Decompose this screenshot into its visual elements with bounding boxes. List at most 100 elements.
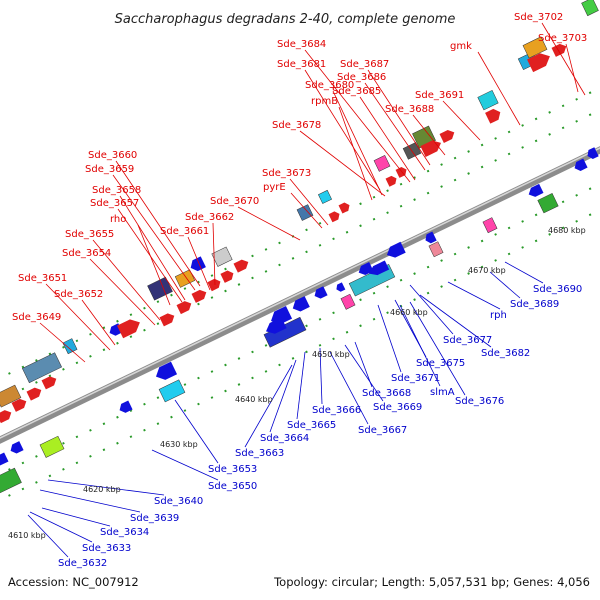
gene-label-bottom: Sde_3690	[533, 284, 582, 295]
leader-line-top	[338, 106, 373, 201]
gene-feature	[386, 241, 406, 258]
leader-line-top	[119, 195, 186, 301]
leader-line-bottom	[27, 514, 69, 558]
gene-label-bottom: Sde_3675	[416, 358, 465, 369]
kbp-tick-label: 4630 kbp	[160, 440, 198, 449]
gene-feature	[439, 130, 455, 144]
gene-feature	[581, 0, 599, 17]
kbp-tick-label: 4660 kbp	[390, 308, 428, 317]
kbp-tick-label: 4640 kbp	[235, 395, 273, 404]
gene-feature	[176, 301, 192, 315]
leader-line-top	[290, 192, 323, 229]
gene-feature	[190, 256, 206, 272]
gene-block	[537, 193, 559, 214]
gene-features	[0, 0, 599, 501]
gene-feature	[537, 193, 559, 214]
gene-label-top: rpmB	[311, 96, 338, 107]
gene-block	[0, 467, 22, 501]
gene-block	[0, 384, 22, 408]
gene-feature	[0, 384, 22, 408]
topology-text: Topology: circular; Length: 5,057,531 bp…	[274, 575, 590, 589]
gene-feature	[368, 260, 390, 276]
gene-label-top: Sde_3688	[385, 104, 434, 115]
gene-arrow-reverse	[190, 256, 206, 272]
gene-label-top: Sde_3661	[160, 226, 209, 237]
leader-line-bottom	[354, 341, 373, 388]
gene-feature	[336, 282, 346, 292]
gene-block	[477, 90, 499, 111]
gene-block	[21, 352, 63, 384]
gene-arrow-forward	[11, 398, 27, 412]
gene-label-top: Sde_3703	[538, 33, 587, 44]
gene-label-bottom: Sde_3633	[82, 543, 131, 554]
gene-label-bottom: Sde_3663	[235, 448, 284, 459]
gene-arrow-reverse	[358, 262, 374, 275]
leader-line-top	[137, 224, 171, 306]
leader-line-bottom	[489, 271, 521, 299]
gene-feature	[207, 278, 221, 292]
kbp-scale: 4610 kbp 4620 kbp 4630 kbp 4640 kbp 4650 kbp…	[8, 226, 586, 540]
leader-line-top	[89, 258, 156, 326]
gene-block	[158, 379, 186, 403]
gene-label-top: Sde_3652	[54, 289, 103, 300]
gene-feature	[233, 259, 249, 273]
kbp-tick-label: 4650 kbp	[312, 350, 350, 359]
gene-feature	[348, 263, 396, 297]
gene-arrow-reverse	[528, 183, 544, 197]
leader-line-bottom	[409, 284, 454, 335]
gene-block	[39, 435, 65, 458]
gene-feature	[373, 155, 391, 172]
gene-feature	[119, 400, 133, 413]
label-leader-lines	[27, 22, 586, 558]
gene-feature	[191, 289, 207, 303]
gene-label-bottom: Sde_3669	[373, 402, 422, 413]
gene-feature	[158, 379, 186, 403]
gene-feature	[587, 147, 599, 160]
gene-feature	[41, 376, 57, 390]
leader-line-top	[477, 51, 521, 126]
gene-block	[348, 263, 396, 297]
leader-line-top	[304, 69, 381, 191]
gene-feature	[155, 361, 178, 380]
gene-label-top: Sde_3678	[272, 120, 321, 131]
gene-arrow-forward	[395, 166, 407, 178]
gene-block	[317, 189, 333, 204]
gene-feature	[0, 410, 12, 424]
gene-feature	[328, 211, 340, 223]
gene-arrow-forward	[420, 140, 442, 157]
gene-arrow-forward	[485, 108, 501, 124]
leader-line-bottom	[151, 449, 219, 481]
leader-line-bottom	[447, 281, 501, 310]
gene-feature	[21, 352, 63, 384]
gene-feature	[551, 43, 567, 57]
gene-feature	[420, 140, 442, 157]
kbp-tick-label: 4680 kbp	[548, 226, 586, 235]
gene-label-bottom: rph	[490, 310, 507, 321]
gene-feature	[528, 183, 544, 197]
kbp-tick-label: 4670 kbp	[468, 266, 506, 275]
leader-line-top	[92, 239, 161, 321]
gene-feature	[317, 189, 333, 204]
gene-feature	[159, 313, 175, 327]
leader-line-top	[359, 96, 416, 181]
leader-line-bottom	[244, 364, 293, 448]
gene-arrow-forward	[220, 270, 234, 283]
leader-line-bottom	[319, 347, 323, 405]
gene-feature	[265, 317, 287, 334]
gene-arrow-reverse	[587, 147, 599, 160]
gene-block	[373, 155, 391, 172]
leader-line-top	[115, 160, 201, 287]
gene-arrow-reverse	[368, 260, 390, 276]
leader-line-bottom	[504, 261, 544, 284]
gene-block	[340, 293, 356, 310]
gene-label-bottom: Sde_3639	[130, 513, 179, 524]
gene-arrow-reverse	[10, 441, 24, 454]
leader-line-top	[237, 206, 301, 241]
gene-feature	[11, 398, 27, 412]
gene-arrow-forward	[176, 301, 192, 315]
leader-line-bottom	[377, 304, 402, 373]
gene-label-bottom: Sde_3650	[208, 481, 257, 492]
backbone-line	[0, 146, 600, 444]
gene-block	[62, 338, 78, 355]
